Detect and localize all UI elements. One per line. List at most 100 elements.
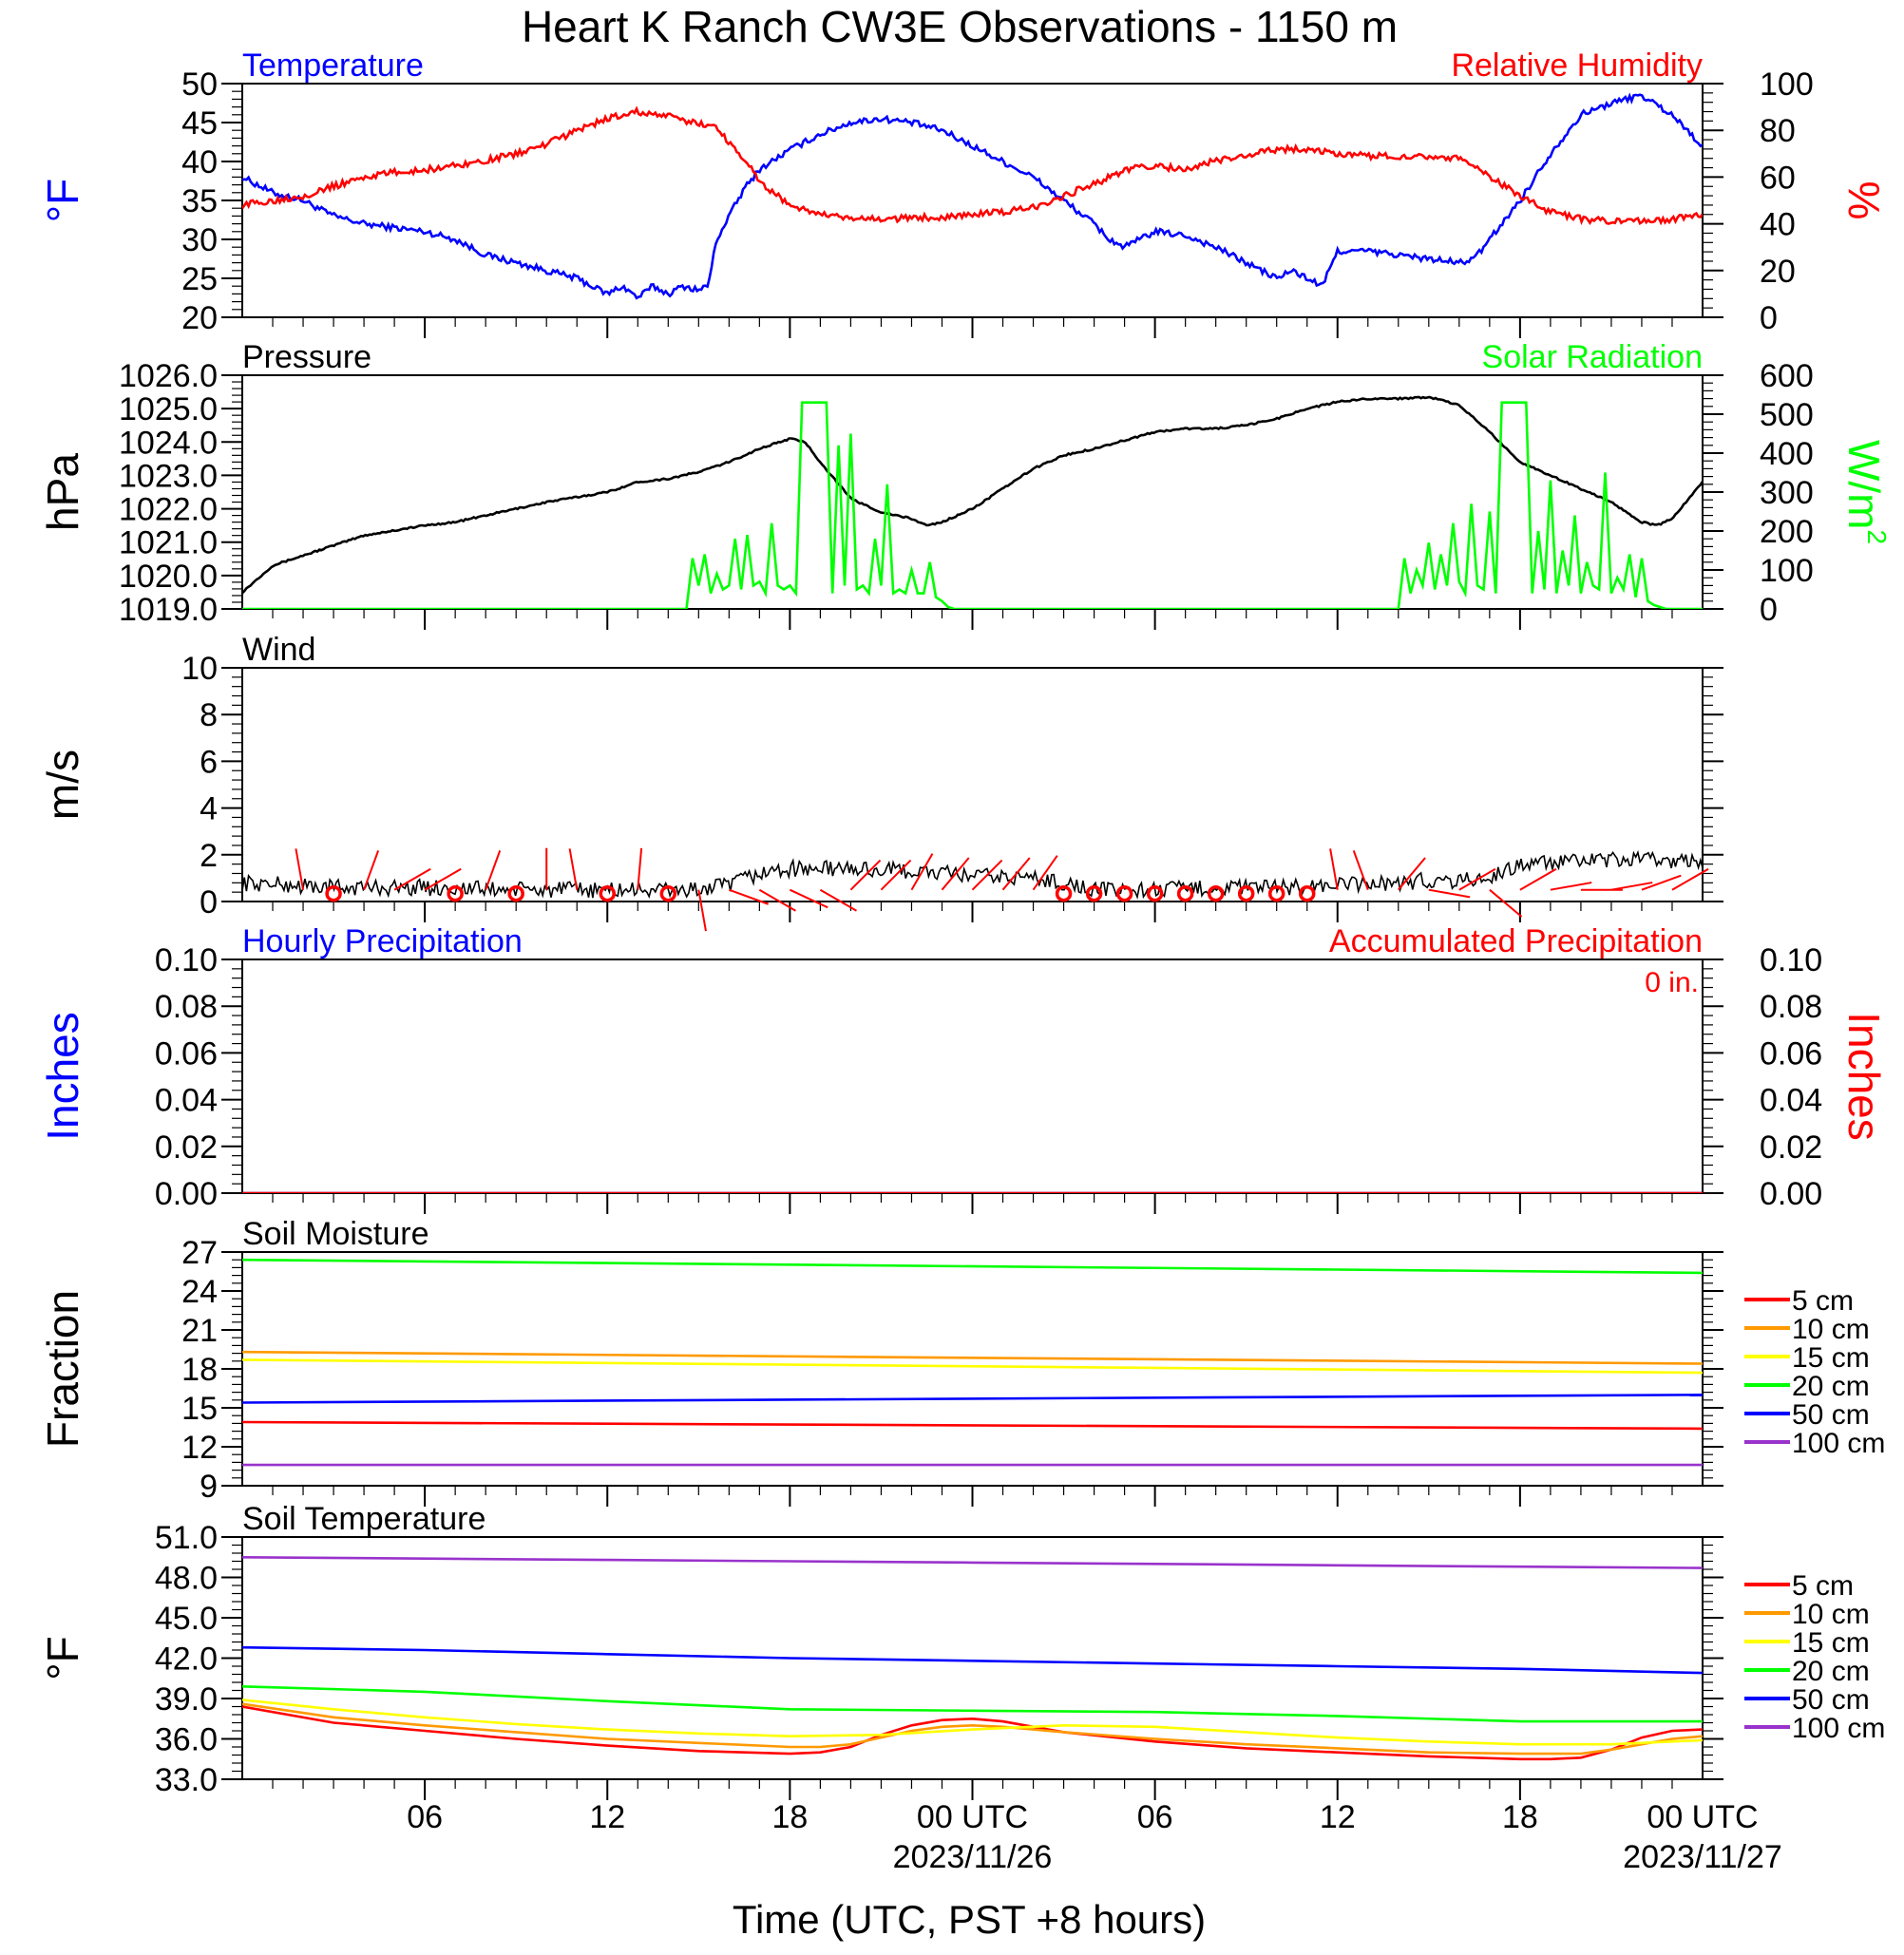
wind-barb — [1398, 857, 1426, 891]
left-tick-label: 0.10 — [155, 942, 218, 978]
wind-barb — [295, 848, 305, 890]
legend-label: 15 cm — [1792, 1342, 1870, 1374]
series-line-temperature — [242, 92, 1703, 300]
right-tick-label: 600 — [1760, 358, 1814, 394]
left-tick-label: 1026.0 — [119, 358, 218, 394]
plot-frame — [241, 374, 1704, 610]
left-tick-label: 45.0 — [155, 1601, 218, 1637]
series-line-solar-radiation — [242, 401, 1703, 609]
wind-barb — [1610, 882, 1653, 891]
x-tick-label: 12 — [1320, 1799, 1356, 1835]
left-tick-label: 27 — [181, 1235, 218, 1271]
series-line-5-cm — [242, 1705, 1703, 1761]
wind-barb — [1001, 857, 1031, 891]
wind-calm-circle — [1115, 884, 1133, 902]
panel-soil_temp: 33.0 36.0 39.042.0 45.0 48.0 51.0 Soil Tempera… — [38, 1501, 1885, 1800]
series-line-20-cm — [242, 1685, 1703, 1723]
right-tick-label: 100 — [1760, 66, 1814, 103]
figure-title: Heart K Ranch CW3E Observations - 1150 m — [522, 2, 1398, 51]
left-tick-label: 25 — [181, 261, 218, 297]
legend-label: 100 cm — [1792, 1713, 1885, 1744]
left-tick-label: 0.00 — [155, 1176, 218, 1212]
wind-barb — [1329, 848, 1339, 890]
wind-barb — [1519, 867, 1557, 891]
right-axis-title: Inches — [1839, 1012, 1889, 1141]
left-tick-label: 42.0 — [155, 1642, 218, 1678]
plot-frame — [241, 959, 1704, 1194]
wind-calm-circle — [1237, 884, 1255, 902]
panel-title-right: Relative Humidity — [1451, 47, 1703, 84]
right-axis-title-superscript: 2 — [1862, 529, 1892, 544]
right-tick-label: 500 — [1760, 397, 1814, 433]
left-tick-label: 45 — [181, 105, 218, 142]
left-axis-title: Inches — [38, 1012, 87, 1141]
series-line-15-cm — [242, 1358, 1703, 1375]
right-tick-label: 40 — [1760, 207, 1796, 243]
left-tick-label: 0.08 — [155, 989, 218, 1025]
plot-frame — [241, 83, 1704, 318]
wind-barb — [363, 850, 380, 891]
wind-calm-circle — [447, 884, 464, 902]
right-tick-label: 80 — [1760, 113, 1796, 149]
left-tick-label: 0.06 — [155, 1035, 218, 1072]
series-line-20-cm — [242, 1258, 1703, 1275]
left-axis-title: Fraction — [38, 1290, 87, 1448]
left-tick-label: 1021.0 — [119, 525, 218, 561]
wind-barb — [849, 859, 882, 891]
left-tick-label: 2 — [200, 838, 218, 874]
panel-title-left: Hourly Precipitation — [242, 923, 523, 959]
right-tick-label: 200 — [1760, 514, 1814, 550]
left-tick-label: 20 — [181, 300, 218, 336]
panel-title-left: Soil Temperature — [242, 1501, 486, 1537]
wind-barb — [971, 859, 1003, 891]
series-line-pressure — [242, 395, 1703, 595]
left-tick-label: 4 — [200, 791, 218, 827]
series-line-10-cm — [242, 1702, 1703, 1756]
wind-calm-circle — [325, 884, 342, 902]
right-tick-label: 0.00 — [1760, 1176, 1822, 1212]
wind-barb — [819, 888, 858, 912]
wind-calm-circle — [659, 884, 677, 902]
wind-calm-circle — [599, 884, 616, 902]
panel-precip: 0.00 0.02 0.04 0.06 0.08 0.10 0.00 0.02 0.04 0.06… — [38, 923, 1889, 1214]
left-tick-label: 51.0 — [155, 1520, 218, 1556]
x-date-label: 2023/11/26 — [893, 1839, 1053, 1875]
wind-barb — [728, 888, 770, 905]
right-tick-label: 0.08 — [1760, 989, 1822, 1025]
wind-barb — [789, 888, 828, 909]
wind-barb — [637, 847, 643, 890]
left-tick-label: 35 — [181, 183, 218, 219]
left-tick-label: 50 — [181, 66, 218, 103]
legend-label: 15 cm — [1792, 1627, 1870, 1659]
wind-barb — [941, 857, 970, 891]
left-tick-label: 18 — [181, 1352, 218, 1388]
legend-label: 20 cm — [1792, 1371, 1870, 1402]
left-tick-label: 12 — [181, 1430, 218, 1466]
wind-calm-circle — [1085, 884, 1103, 902]
left-tick-label: 40 — [181, 144, 218, 180]
wind-barb — [1671, 867, 1709, 891]
left-tick-label: 1023.0 — [119, 458, 218, 494]
x-date-label: 2023/11/27 — [1623, 1839, 1782, 1875]
series-line-50-cm — [242, 1394, 1703, 1404]
right-tick-label: 400 — [1760, 436, 1814, 472]
x-tick-label: 06 — [1137, 1799, 1173, 1835]
legend-label: 50 cm — [1792, 1399, 1870, 1431]
left-tick-label: 6 — [200, 744, 218, 780]
wind-calm-circle — [1267, 884, 1285, 902]
right-tick-label: 60 — [1760, 160, 1796, 196]
wind-barb — [424, 867, 462, 891]
right-tick-label: 0.04 — [1760, 1083, 1822, 1119]
left-tick-label: 10 — [181, 651, 218, 687]
wind-calm-circle — [1176, 884, 1194, 902]
panel-wind: 0 2 4 6 8 10 Wind m/s — [38, 632, 1723, 932]
left-tick-label: 48.0 — [155, 1561, 218, 1597]
right-tick-label: 0.06 — [1760, 1035, 1822, 1072]
x-tick-label: 18 — [1502, 1799, 1538, 1835]
series-line-5-cm — [242, 1420, 1703, 1431]
left-tick-label: 21 — [181, 1313, 218, 1349]
plot-frame — [241, 1251, 1704, 1487]
